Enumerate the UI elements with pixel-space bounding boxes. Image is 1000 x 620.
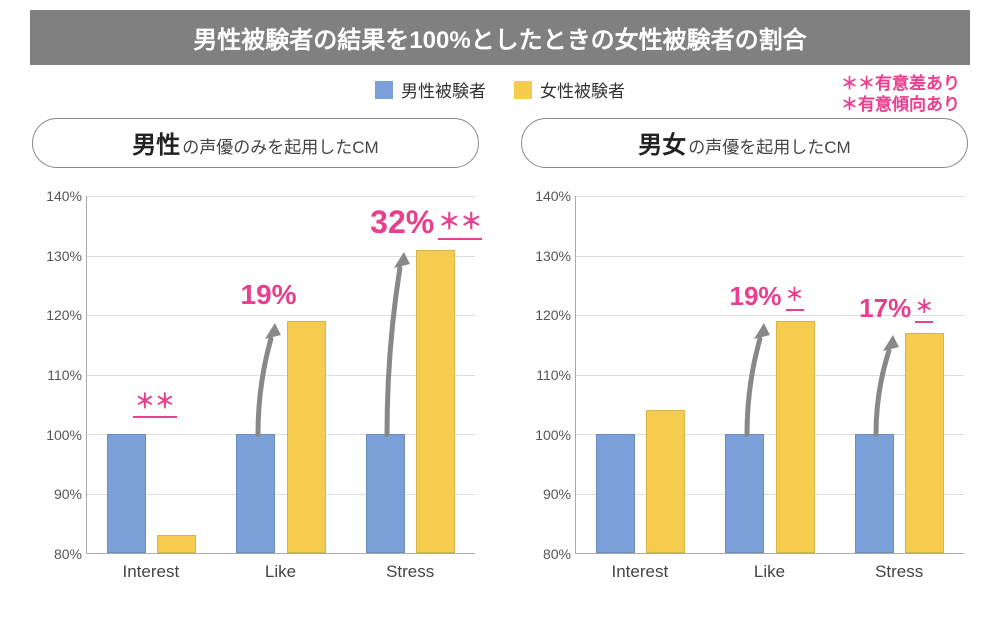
bar-female bbox=[157, 535, 196, 553]
callout-value: 32% bbox=[370, 204, 434, 240]
subtitle-right-big: 男女 bbox=[638, 132, 686, 159]
bar-female bbox=[287, 321, 326, 553]
x-tick-label: Interest bbox=[611, 562, 668, 582]
y-tick-label: 90% bbox=[513, 486, 571, 502]
callout-value: 19% bbox=[241, 279, 297, 310]
y-tick-label: 120% bbox=[513, 307, 571, 323]
sig-mark: ＊ bbox=[915, 293, 933, 323]
bar-female bbox=[905, 333, 944, 553]
subtitle-left-big: 男性 bbox=[132, 132, 180, 159]
callout: 17%＊ bbox=[859, 293, 933, 324]
bar-male bbox=[855, 434, 894, 553]
bar-male bbox=[725, 434, 764, 553]
callout: 19% bbox=[241, 279, 297, 311]
legend-swatch-female bbox=[514, 81, 532, 99]
subtitle-right-rest: の声優を起用したCM bbox=[688, 138, 850, 157]
legend-swatch-male bbox=[375, 81, 393, 99]
legend: 男性被験者 女性被験者 ＊＊有意差あり ＊有意傾向あり bbox=[0, 77, 1000, 102]
sig-mark: ＊＊ bbox=[438, 204, 482, 240]
grid-line bbox=[576, 256, 964, 257]
bar-female bbox=[646, 410, 685, 553]
x-tick-label: Like bbox=[265, 562, 296, 582]
grid-line bbox=[87, 196, 475, 197]
sig-mark: ＊＊ bbox=[133, 385, 177, 418]
y-tick-label: 110% bbox=[513, 367, 571, 383]
y-tick-label: 80% bbox=[513, 546, 571, 562]
y-tick-label: 140% bbox=[513, 188, 571, 204]
x-tick-label: Stress bbox=[386, 562, 434, 582]
x-tick-label: Interest bbox=[122, 562, 179, 582]
sig-underline bbox=[438, 238, 482, 240]
callout: 32%＊＊ bbox=[370, 204, 482, 241]
legend-item-male: 男性被験者 bbox=[375, 77, 486, 102]
bar-male bbox=[596, 434, 635, 553]
y-tick-label: 100% bbox=[513, 427, 571, 443]
bar-male bbox=[236, 434, 275, 553]
plot-left bbox=[86, 196, 475, 554]
y-tick-label: 90% bbox=[24, 486, 82, 502]
bar-male bbox=[107, 434, 146, 553]
chart-left: 80% 90% 100% 110% 120% 130% 140% Interest Like St… bbox=[24, 178, 487, 588]
bar-female bbox=[416, 250, 455, 553]
subtitle-left-rest: の声優のみを起用したCM bbox=[182, 138, 378, 157]
y-tick-label: 120% bbox=[24, 307, 82, 323]
plot-right bbox=[575, 196, 964, 554]
x-tick-label: Like bbox=[754, 562, 785, 582]
legend-label-male: 男性被験者 bbox=[401, 77, 486, 102]
callout-value: 17% bbox=[859, 293, 911, 323]
bar-male bbox=[366, 434, 405, 553]
sig-underline bbox=[786, 309, 804, 311]
sig-mark: ＊ bbox=[786, 281, 804, 311]
panel-right: 男女の声優を起用したCM 80% 90% 100% 110% 120% 130% 140% I… bbox=[513, 112, 976, 588]
sig-underline bbox=[915, 321, 933, 323]
legend-label-female: 女性被験者 bbox=[540, 77, 625, 102]
significance-note: ＊＊有意差あり ＊有意傾向あり bbox=[841, 73, 960, 116]
sig-underline bbox=[133, 416, 177, 418]
subtitle-right: 男女の声優を起用したCM bbox=[521, 118, 968, 168]
y-tick-label: 80% bbox=[24, 546, 82, 562]
bar-female bbox=[776, 321, 815, 553]
y-tick-label: 130% bbox=[513, 248, 571, 264]
x-tick-label: Stress bbox=[875, 562, 923, 582]
y-tick-label: 110% bbox=[24, 367, 82, 383]
panel-left: 男性の声優のみを起用したCM 80% 90% 100% 110% 120% 130% 140… bbox=[24, 112, 487, 588]
sig-note-line1: ＊＊有意差あり bbox=[841, 73, 960, 94]
subtitle-left: 男性の声優のみを起用したCM bbox=[32, 118, 479, 168]
chart-right: 80% 90% 100% 110% 120% 130% 140% Interest Like St… bbox=[513, 178, 976, 588]
callout: 19%＊ bbox=[730, 281, 804, 312]
y-tick-label: 100% bbox=[24, 427, 82, 443]
y-tick-label: 140% bbox=[24, 188, 82, 204]
grid-line bbox=[576, 196, 964, 197]
callout-value: 19% bbox=[730, 281, 782, 311]
page-title: 男性被験者の結果を100%としたときの女性被験者の割合 bbox=[30, 10, 970, 65]
y-tick-label: 130% bbox=[24, 248, 82, 264]
legend-item-female: 女性被験者 bbox=[514, 77, 625, 102]
panels-row: 男性の声優のみを起用したCM 80% 90% 100% 110% 120% 130% 140… bbox=[0, 102, 1000, 588]
